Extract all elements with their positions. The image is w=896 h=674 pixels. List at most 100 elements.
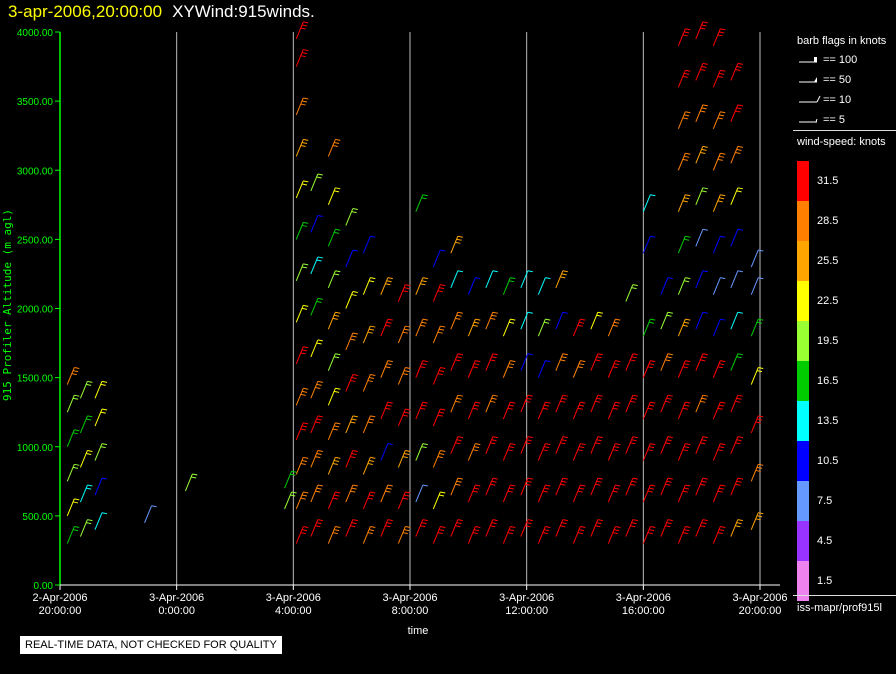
wind-barb	[502, 277, 516, 295]
speed-scale-label: 31.5	[817, 175, 839, 187]
flag-row-100: == 100	[797, 54, 857, 68]
wind-barb	[590, 477, 603, 496]
wind-barb	[520, 477, 533, 496]
wind-barb	[590, 436, 603, 454]
wind-barb	[485, 477, 498, 496]
wind-barb	[327, 526, 341, 544]
wind-barb	[327, 353, 341, 371]
wind-barb	[660, 353, 673, 371]
wind-barb	[310, 214, 323, 233]
flag-10-label: == 10	[823, 94, 852, 106]
wind-barb	[520, 436, 533, 454]
wind-barb	[397, 408, 411, 427]
wind-barb	[380, 443, 393, 461]
wind-barb	[555, 436, 568, 454]
speed-scale-row: 19.5	[793, 321, 896, 361]
wind-barb	[362, 491, 376, 510]
speed-swatch	[797, 281, 809, 321]
wind-barb	[642, 443, 656, 461]
wind-barb	[750, 318, 764, 337]
barb-flags-title: barb flags in knots	[797, 35, 887, 47]
wind-barb	[590, 311, 603, 330]
wind-barb	[660, 477, 673, 496]
x-tick-time: 16:00:00	[622, 605, 665, 617]
wind-barb	[295, 21, 309, 40]
wind-barb	[397, 325, 411, 344]
wind-barb	[750, 415, 764, 434]
wind-barb	[607, 484, 621, 503]
wind-barb	[415, 360, 428, 378]
wind-barb	[642, 360, 656, 378]
wind-barb	[432, 491, 446, 510]
x-tick-date: 3-Apr-2006	[732, 592, 787, 604]
wind-barb	[295, 422, 309, 441]
speed-swatch	[797, 481, 809, 521]
y-tick-label: 500.00	[22, 512, 53, 523]
wind-barb	[642, 526, 656, 544]
wind-barb	[432, 408, 446, 427]
wind-barb	[537, 318, 551, 337]
x-tick-time: 4:00:00	[275, 605, 312, 617]
wind-barb	[730, 270, 743, 288]
wind-barb	[415, 484, 428, 503]
wind-barb	[607, 526, 621, 544]
wind-barb	[310, 449, 323, 468]
wind-barb	[555, 353, 568, 371]
speed-scale-label: 7.5	[817, 495, 833, 507]
wind-barb	[677, 526, 691, 544]
wind-barb	[572, 401, 586, 420]
x-tick-time: 20:00:00	[39, 605, 82, 617]
wind-barb	[380, 484, 393, 503]
wind-barb	[625, 436, 638, 454]
wind-barb	[695, 21, 708, 40]
speed-scale-label: 13.5	[817, 415, 839, 427]
y-tick-label: 3000.00	[17, 166, 54, 177]
wind-barb	[66, 526, 80, 544]
wind-barb	[537, 360, 551, 378]
wind-barb	[79, 380, 93, 399]
wind-barb	[660, 394, 673, 413]
wind-barb	[555, 270, 568, 288]
flag-row-10: == 10	[797, 94, 851, 108]
wind-barb	[607, 443, 621, 461]
wind-barb	[572, 484, 586, 503]
x-tick-date: 2-Apr-2006	[32, 592, 87, 604]
flag-10-icon	[799, 95, 821, 103]
wind-barb	[310, 173, 323, 192]
chart-title: 3-apr-2006,20:00:00 XYWind:915winds.	[8, 2, 315, 22]
wind-barb	[677, 235, 691, 254]
wind-barb	[295, 346, 309, 364]
speed-scale-row: 1.5	[793, 561, 896, 601]
wind-barb	[712, 152, 726, 171]
wind-barb	[485, 394, 498, 413]
wind-barb	[712, 277, 726, 295]
wind-barb	[467, 277, 481, 295]
wind-barb	[450, 270, 463, 288]
wind-barb	[485, 311, 498, 330]
wind-barb	[66, 394, 80, 413]
wind-barb	[415, 443, 428, 461]
speed-swatch	[797, 161, 809, 201]
wind-barb	[730, 104, 743, 123]
wind-barb	[712, 28, 726, 47]
wind-barb	[730, 436, 743, 454]
axes: 2-Apr-200620:00:003-Apr-20060:00:003-Apr…	[17, 28, 788, 617]
speed-scale-row: 7.5	[793, 481, 896, 521]
speed-scale-label: 16.5	[817, 375, 839, 387]
title-datetime: 3-apr-2006,20:00:00	[8, 2, 163, 21]
wind-barb	[572, 318, 586, 337]
wind-barb	[362, 373, 376, 392]
legend-divider-bottom	[793, 595, 896, 596]
wind-barb	[730, 477, 743, 496]
x-tick-time: 20:00:00	[739, 605, 782, 617]
wind-barb	[750, 277, 764, 295]
speed-scale-row: 10.5	[793, 441, 896, 481]
speed-scale-row: 22.5	[793, 281, 896, 321]
wind-barb	[345, 332, 358, 351]
wind-barb	[572, 360, 586, 378]
wind-barb	[362, 415, 376, 434]
speed-scale-label: 1.5	[817, 575, 833, 587]
wind-barb	[184, 473, 198, 492]
speed-scale-row: 31.5	[793, 161, 896, 201]
wind-barb	[555, 311, 568, 330]
